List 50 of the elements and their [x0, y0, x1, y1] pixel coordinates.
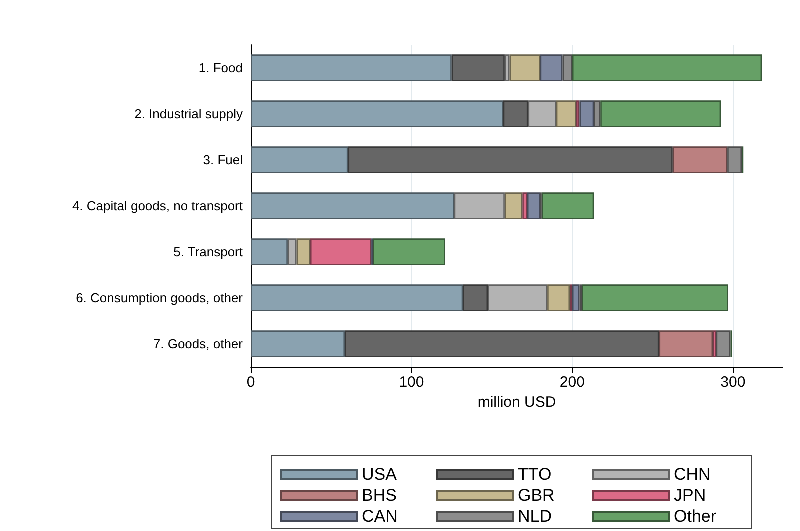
bar	[288, 238, 297, 266]
bar	[345, 330, 660, 358]
x-tick-label: 300	[720, 374, 746, 391]
bar	[522, 192, 528, 220]
bar	[296, 238, 310, 266]
legend-label: USA	[362, 465, 398, 484]
bar	[251, 100, 504, 128]
bar	[251, 146, 348, 174]
bar	[672, 146, 728, 174]
legend-label: GBR	[518, 486, 555, 505]
bar	[659, 330, 714, 358]
bar	[548, 284, 570, 312]
bar	[310, 238, 372, 266]
legend-label: BHS	[362, 486, 397, 505]
bar	[716, 330, 731, 358]
bar	[572, 284, 580, 312]
y-tick-label: 6. Consumption goods, other	[76, 290, 244, 306]
bar	[527, 192, 540, 220]
legend-label: JPN	[674, 486, 706, 505]
bar	[600, 100, 722, 128]
bar	[251, 284, 464, 312]
bar	[582, 284, 728, 312]
y-tick-label: 7. Goods, other	[153, 336, 244, 352]
x-tick-label: 200	[560, 374, 585, 391]
bar	[542, 192, 594, 220]
legend-label: TTO	[518, 465, 552, 484]
x-axis-title: million USD	[478, 394, 556, 411]
bar	[728, 146, 742, 174]
bar	[572, 54, 762, 82]
y-tick-label: 4. Capital goods, no transport	[72, 198, 244, 214]
bar	[510, 54, 540, 82]
legend-label: CHN	[674, 465, 711, 484]
bar	[251, 238, 288, 266]
legend-label: NLD	[518, 507, 552, 526]
y-tick-label: 2. Industrial supply	[134, 106, 244, 122]
bar	[504, 192, 523, 220]
bar	[454, 192, 505, 220]
legend-label: Other	[674, 507, 717, 526]
x-tick-label: 100	[399, 374, 424, 391]
bar	[251, 330, 346, 358]
bar	[251, 192, 454, 220]
y-tick-label: 3. Fuel	[203, 152, 244, 168]
x-tick-label: 0	[246, 374, 256, 391]
bar	[556, 100, 576, 128]
bar	[348, 146, 673, 174]
bar	[373, 238, 446, 266]
y-tick-label: 1. Food	[198, 60, 243, 76]
y-tick-label: 5. Transport	[174, 244, 244, 260]
bar	[251, 54, 452, 82]
legend-label: CAN	[362, 507, 398, 526]
